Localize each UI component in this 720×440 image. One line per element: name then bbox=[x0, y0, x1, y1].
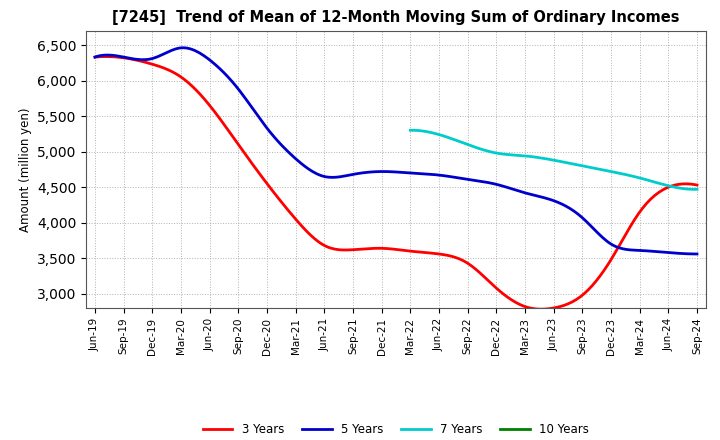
5 Years bbox=[449, 174, 458, 180]
7 Years bbox=[690, 187, 698, 192]
5 Years bbox=[179, 45, 188, 51]
7 Years bbox=[582, 164, 591, 169]
3 Years bbox=[101, 54, 109, 59]
Legend: 3 Years, 5 Years, 7 Years, 10 Years: 3 Years, 5 Years, 7 Years, 10 Years bbox=[198, 418, 594, 440]
5 Years bbox=[639, 248, 647, 253]
7 Years bbox=[408, 128, 417, 133]
5 Years bbox=[693, 251, 701, 257]
7 Years bbox=[577, 163, 586, 169]
3 Years bbox=[640, 203, 649, 208]
5 Years bbox=[91, 55, 99, 60]
7 Years bbox=[406, 128, 415, 133]
5 Years bbox=[461, 176, 469, 182]
3 Years bbox=[93, 54, 102, 59]
Line: 7 Years: 7 Years bbox=[410, 130, 697, 189]
3 Years bbox=[91, 55, 99, 60]
7 Years bbox=[693, 187, 701, 192]
5 Years bbox=[600, 236, 608, 242]
3 Years bbox=[461, 259, 469, 264]
3 Years bbox=[538, 307, 546, 312]
3 Years bbox=[449, 254, 458, 260]
7 Years bbox=[577, 163, 585, 168]
3 Years bbox=[451, 255, 459, 260]
Line: 5 Years: 5 Years bbox=[95, 48, 697, 254]
Y-axis label: Amount (million yen): Amount (million yen) bbox=[19, 107, 32, 231]
7 Years bbox=[407, 128, 415, 133]
Title: [7245]  Trend of Mean of 12-Month Moving Sum of Ordinary Incomes: [7245] Trend of Mean of 12-Month Moving … bbox=[112, 11, 680, 26]
5 Years bbox=[451, 175, 459, 180]
3 Years bbox=[693, 183, 701, 188]
3 Years bbox=[602, 264, 611, 270]
5 Years bbox=[93, 54, 102, 59]
7 Years bbox=[649, 179, 657, 184]
Line: 3 Years: 3 Years bbox=[95, 57, 697, 309]
7 Years bbox=[667, 184, 675, 189]
